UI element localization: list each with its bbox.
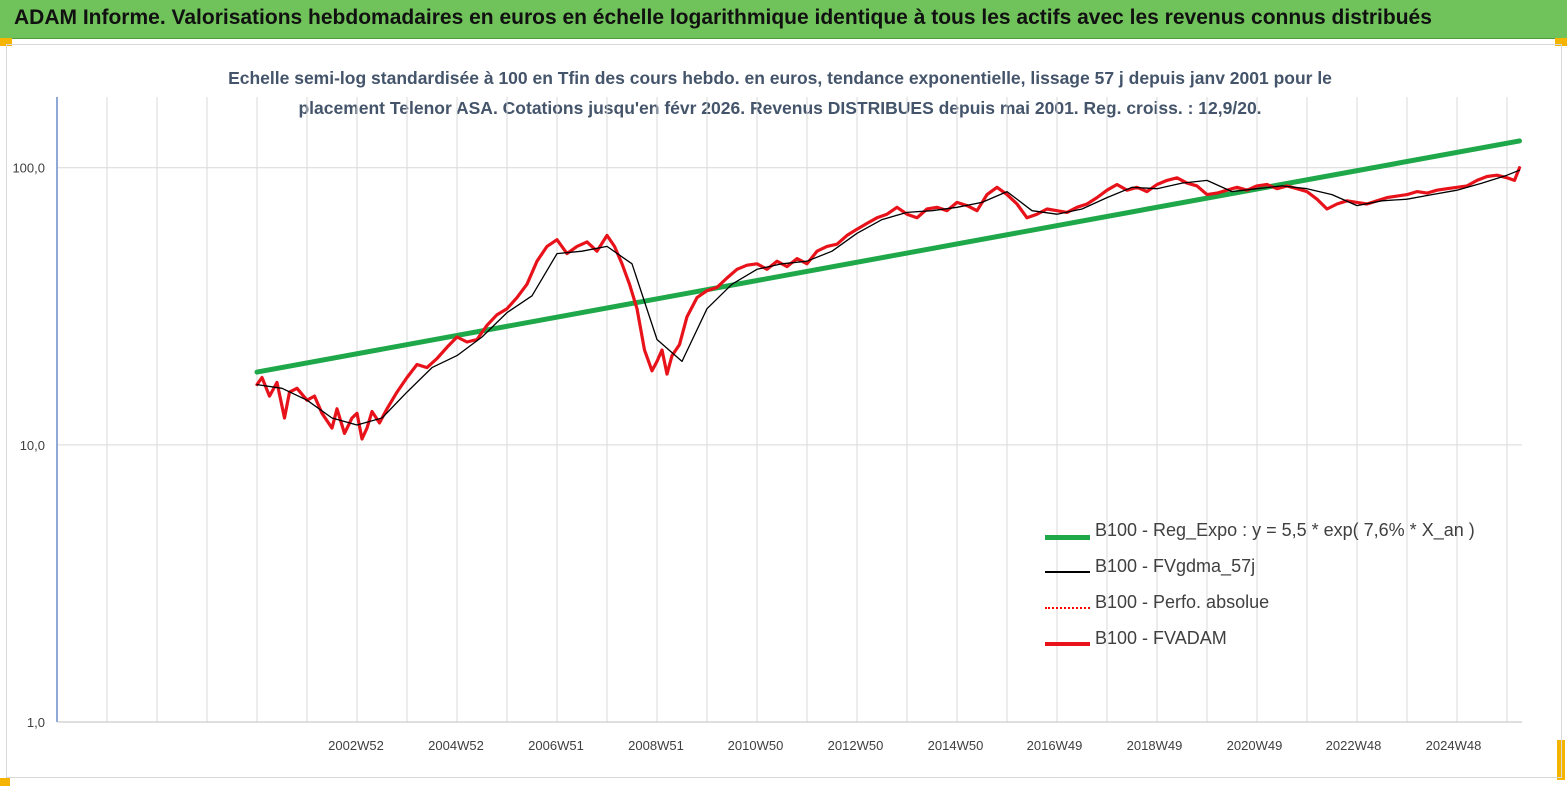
- y-tick-label: 1,0: [27, 715, 45, 730]
- y-tick-label: 10,0: [20, 438, 45, 453]
- series-layer: [254, 138, 1522, 441]
- x-tick-label: 2004W52: [428, 738, 484, 753]
- y-tick-label: 100,0: [12, 161, 45, 176]
- x-tick-label: 2020W49: [1227, 738, 1283, 753]
- x-tick-label: 2006W51: [528, 738, 584, 753]
- legend-swatch-fvgdma: [1045, 571, 1090, 573]
- legend-swatch-fvadam: [1045, 642, 1090, 646]
- corner-marker-bottom-left: [0, 778, 10, 786]
- legend-label-regression: B100 - Reg_Expo : y = 5,5 * exp( 7,6% * …: [1095, 520, 1475, 540]
- header-bar: ADAM Informe. Valorisations hebdomadaire…: [0, 0, 1567, 39]
- legend-swatch-regression: [1045, 535, 1090, 540]
- x-tick-label: 2016W49: [1027, 738, 1083, 753]
- legend-swatch-perfo: [1045, 607, 1090, 609]
- x-tick-label: 2002W52: [328, 738, 384, 753]
- x-tick-label: 2022W48: [1326, 738, 1382, 753]
- x-tick-label: 2008W51: [628, 738, 684, 753]
- chart-title-line-2: placement Telenor ASA. Cotations jusqu'e…: [298, 98, 1262, 118]
- x-tick-label: 2010W50: [728, 738, 784, 753]
- series-regression-line: [254, 138, 1522, 375]
- page-title: ADAM Informe. Valorisations hebdomadaire…: [14, 6, 1432, 29]
- x-tick-label: 2012W50: [828, 738, 884, 753]
- corner-marker-top-right: [1555, 38, 1567, 46]
- corner-marker-top-left: [0, 38, 12, 46]
- legend-label-fvgdma: B100 - FVgdma_57j: [1095, 556, 1256, 576]
- chart-title-line-1: Echelle semi-log standardisée à 100 en T…: [228, 68, 1332, 88]
- x-tick-label: 2024W48: [1426, 738, 1482, 753]
- axis-layer: 1,0 10,0 100,0 2002W52 2004W52 2006W51 2008W51…: [12, 97, 1522, 753]
- legend-label-fvadam: B100 - FVADAM: [1095, 628, 1227, 648]
- series-fvgdma-line: [256, 169, 1521, 426]
- x-tick-label: 2014W50: [928, 738, 984, 753]
- series-fvadam-line: [255, 166, 1522, 441]
- chart-frame: [6, 44, 1562, 778]
- x-tick-label: 2018W49: [1127, 738, 1183, 753]
- legend-label-perfo: B100 - Perfo. absolue: [1095, 592, 1270, 612]
